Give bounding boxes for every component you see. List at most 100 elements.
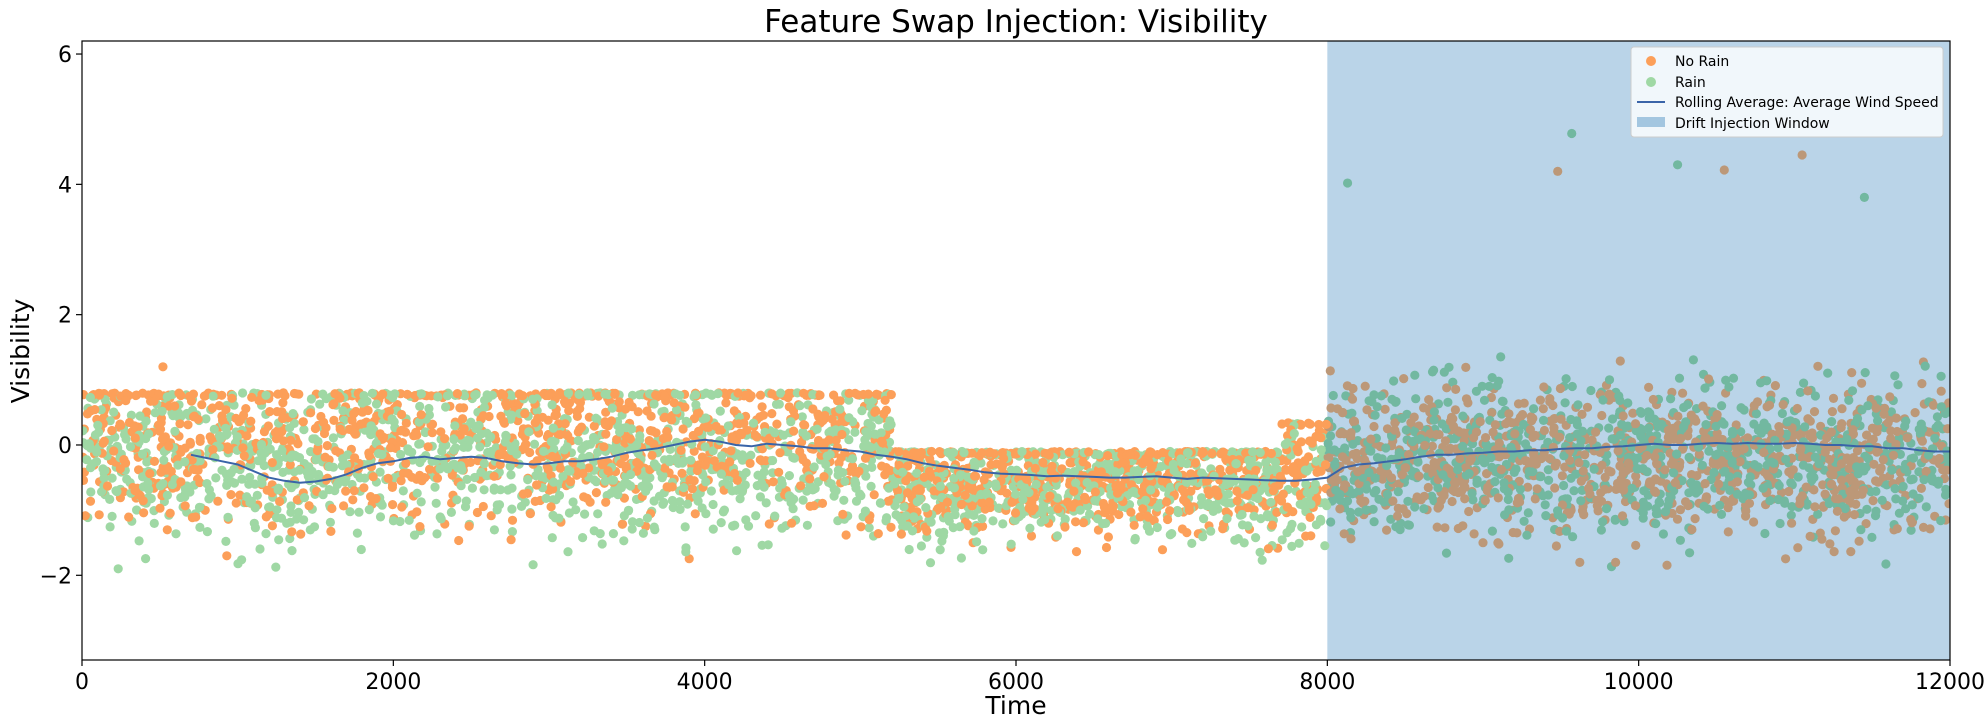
no-rain-point <box>1778 400 1788 410</box>
rain-point <box>650 525 660 535</box>
rain-point <box>142 457 152 467</box>
rain-point <box>476 467 486 477</box>
rain-point <box>1540 500 1550 510</box>
no-rain-point <box>246 416 256 426</box>
rain-point <box>1898 496 1908 506</box>
rain-point <box>1720 466 1730 476</box>
rain-point <box>810 483 820 494</box>
no-rain-point <box>1451 384 1461 394</box>
rain-point <box>1553 506 1563 516</box>
rain-point <box>1523 508 1533 518</box>
no-rain-point <box>1612 478 1623 489</box>
rain-point <box>138 449 148 459</box>
rain-point <box>1429 415 1439 425</box>
no-rain-point <box>1803 414 1813 424</box>
rain-point <box>155 481 166 491</box>
no-rain-point <box>1101 542 1112 553</box>
no-rain-point <box>402 389 412 399</box>
rain-point <box>416 497 426 507</box>
no-rain-point <box>1439 491 1449 501</box>
rain-point <box>109 407 119 417</box>
no-rain-point <box>478 501 488 512</box>
rain-point <box>507 504 517 514</box>
no-rain-point <box>1550 461 1560 471</box>
no-rain-point <box>1810 502 1820 512</box>
no-rain-point <box>85 496 96 506</box>
rain-point <box>91 457 102 467</box>
no-rain-point <box>863 389 873 399</box>
rain-point <box>608 529 619 539</box>
no-rain-point <box>199 391 209 401</box>
no-rain-point <box>1207 448 1217 459</box>
rain-point <box>1302 488 1312 498</box>
no-rain-point <box>1126 507 1136 517</box>
no-rain-point <box>1813 361 1823 371</box>
no-rain-point <box>1628 408 1638 418</box>
rain-point <box>467 483 477 493</box>
rain-point <box>1572 429 1582 439</box>
no-rain-point <box>1784 467 1794 477</box>
rain-point <box>1379 497 1389 507</box>
no-rain-point <box>1925 524 1935 534</box>
no-rain-point <box>1615 356 1625 366</box>
rain-point <box>1773 494 1783 505</box>
rain-point <box>1251 533 1261 543</box>
rain-point <box>943 511 953 522</box>
rain-point <box>1675 535 1685 545</box>
rain-point <box>1536 472 1546 482</box>
rain-point <box>607 403 617 413</box>
rain-point <box>1090 496 1100 506</box>
rain-point <box>571 505 581 515</box>
rain-point <box>959 448 969 458</box>
no-rain-point <box>896 529 907 539</box>
rain-point <box>786 417 796 427</box>
no-rain-point <box>359 483 369 493</box>
no-rain-point <box>1857 378 1867 388</box>
rain-point <box>1732 489 1743 499</box>
no-rain-point <box>1062 497 1072 507</box>
no-rain-point <box>669 398 679 408</box>
rain-point <box>716 518 726 528</box>
rain-point <box>1573 400 1583 410</box>
no-rain-point <box>667 482 677 492</box>
rain-point <box>1237 509 1247 520</box>
rain-point <box>1389 376 1399 386</box>
rain-point <box>1774 481 1784 491</box>
no-rain-point <box>1069 486 1079 496</box>
rain-point <box>912 497 922 507</box>
no-rain-point <box>330 389 340 399</box>
rain-point <box>1891 494 1901 504</box>
no-rain-point <box>1837 475 1847 485</box>
rain-point <box>949 483 960 493</box>
no-rain-point <box>783 392 793 403</box>
no-rain-point <box>1539 382 1549 392</box>
rain-point <box>202 479 212 489</box>
rain-point <box>708 524 718 534</box>
no-rain-point <box>1673 411 1683 421</box>
no-rain-point <box>1597 410 1607 421</box>
rain-point <box>1429 407 1439 417</box>
no-rain-point <box>239 451 249 461</box>
no-rain-point <box>459 424 469 434</box>
rain-point <box>635 431 645 441</box>
rain-point <box>420 427 431 437</box>
rain-point <box>1330 460 1340 470</box>
no-rain-point <box>799 420 809 430</box>
rain-point <box>1717 401 1727 411</box>
rain-point <box>549 477 559 487</box>
rain-point <box>1716 509 1727 519</box>
rain-point <box>1395 525 1405 535</box>
no-rain-point <box>1712 410 1722 420</box>
rain-point <box>487 390 497 400</box>
no-rain-point <box>805 474 815 484</box>
no-rain-point <box>1582 402 1593 412</box>
rain-point <box>1438 470 1448 480</box>
rain-point <box>507 410 517 420</box>
rain-point <box>1369 517 1379 527</box>
no-rain-point <box>1251 465 1261 475</box>
rain-point <box>432 529 442 539</box>
no-rain-point <box>154 389 164 399</box>
no-rain-point <box>1080 495 1091 505</box>
no-rain-point <box>1243 503 1253 513</box>
rain-point <box>1604 375 1615 385</box>
